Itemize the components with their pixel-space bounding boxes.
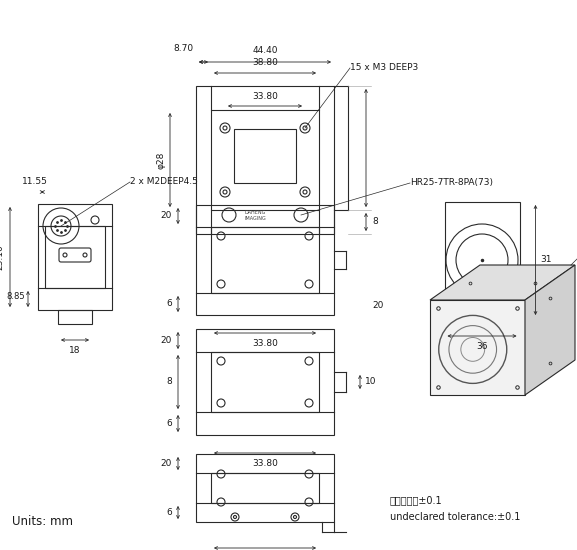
Bar [211,110,319,210]
Polygon shape [525,265,575,395]
Text: 11.55: 11.55 [22,177,48,186]
Text: 未标注公差±0.1: 未标注公差±0.1 [390,495,443,505]
Text: 6: 6 [166,300,172,309]
Text: 20: 20 [160,459,172,468]
Text: 31: 31 [541,256,552,265]
Text: 33.80: 33.80 [252,339,278,348]
Bar [444,202,519,318]
Text: 20: 20 [372,301,383,311]
Bar [196,205,334,315]
Bar [211,473,319,503]
Text: 20: 20 [160,212,172,221]
Bar [58,310,92,324]
Text: HR25-7TR-8PA(73): HR25-7TR-8PA(73) [410,179,493,188]
Bar [196,329,334,435]
Bar [38,204,112,310]
Bar [196,454,334,522]
Text: 18: 18 [69,346,81,355]
Bar [234,129,296,183]
Text: 6: 6 [166,508,172,517]
Polygon shape [430,300,525,395]
Text: 33.80: 33.80 [252,92,278,101]
Bar [211,227,319,293]
Text: 44.40: 44.40 [252,46,278,55]
Text: 33.80: 33.80 [252,459,278,468]
Text: 36: 36 [476,342,488,351]
Text: 8: 8 [166,377,172,387]
Text: 15 x M3 DEEP3: 15 x M3 DEEP3 [350,63,418,73]
Polygon shape [430,265,575,300]
Text: 20: 20 [160,336,172,345]
Text: IMAGING: IMAGING [244,217,266,222]
Bar [196,86,334,234]
Bar [44,226,106,288]
Text: 8.85: 8.85 [6,292,25,301]
Bar [211,352,319,412]
Text: 8.70: 8.70 [174,44,194,53]
Text: Units: mm: Units: mm [12,515,73,528]
Text: φ28: φ28 [156,151,165,169]
Text: 6: 6 [166,419,172,428]
Text: 38.80: 38.80 [252,58,278,67]
Text: 8: 8 [372,217,378,227]
Text: DAHENG: DAHENG [244,211,265,216]
Text: undeclared tolerance:±0.1: undeclared tolerance:±0.1 [390,512,520,522]
Text: 23.10: 23.10 [0,244,4,270]
Text: 2 x M2DEEP4.5: 2 x M2DEEP4.5 [130,178,198,186]
Text: 10: 10 [365,377,377,387]
